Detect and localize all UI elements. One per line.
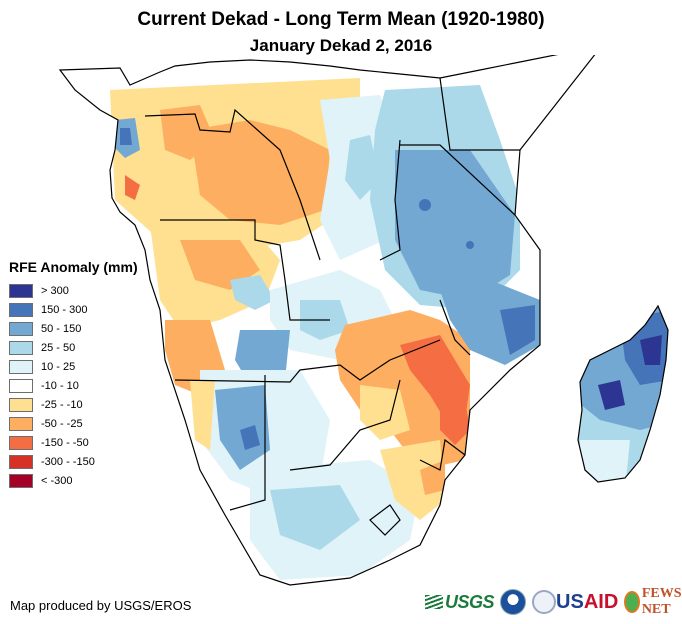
legend-title: RFE Anomaly (mm) <box>9 259 138 275</box>
madagascar-anomaly-layer <box>578 306 668 482</box>
legend-item: -10 - 10 <box>9 376 138 395</box>
legend-label: 10 - 25 <box>41 360 76 373</box>
legend-label: 50 - 150 <box>41 322 82 335</box>
legend-label: -50 - -25 <box>41 417 83 430</box>
legend-label: -25 - -10 <box>41 398 83 411</box>
country-borders <box>58 55 669 586</box>
legend-label: 150 - 300 <box>41 303 88 316</box>
legend-label: -150 - -50 <box>41 436 89 449</box>
legend-swatch <box>9 416 33 431</box>
usgs-logo-text: USGS <box>445 591 495 612</box>
usaid-prefix: US <box>556 590 584 613</box>
anomaly-map <box>58 55 669 586</box>
logo-bar: USGS USAID FEWS NET <box>425 586 682 618</box>
usaid-logo-text: USAID <box>556 591 618 614</box>
legend-label: < -300 <box>41 474 73 487</box>
legend: RFE Anomaly (mm) > 300 150 - 300 50 - 150 2… <box>9 259 138 490</box>
legend-item: -150 - -50 <box>9 433 138 452</box>
legend-item: < -300 <box>9 471 138 490</box>
legend-swatch <box>9 378 33 393</box>
usaid-suffix: AID <box>583 590 619 613</box>
legend-item: > 300 <box>9 281 138 300</box>
legend-label: > 300 <box>41 284 69 297</box>
legend-item: 25 - 50 <box>9 338 138 357</box>
legend-swatch <box>9 435 33 450</box>
legend-swatch <box>9 454 33 469</box>
usaid-logo: USAID <box>532 590 618 614</box>
legend-item: -25 - -10 <box>9 395 138 414</box>
usgs-wave-icon <box>425 595 443 609</box>
legend-swatch <box>9 321 33 336</box>
fewsnet-logo: FEWS NET <box>624 586 682 618</box>
fewsnet-globe-icon <box>624 591 640 613</box>
map-title: Current Dekad - Long Term Mean (1920-198… <box>137 9 545 30</box>
legend-item: -50 - -25 <box>9 414 138 433</box>
map-credit: Map produced by USGS/EROS <box>10 598 192 613</box>
legend-swatch <box>9 283 33 298</box>
legend-label: -10 - 10 <box>41 379 79 392</box>
usgs-logo: USGS <box>425 591 495 613</box>
mainland-anomaly-layer <box>60 55 600 585</box>
legend-item: 150 - 300 <box>9 300 138 319</box>
legend-label: -300 - -150 <box>41 455 95 468</box>
fewsnet-logo-text: FEWS NET <box>641 586 682 617</box>
legend-item: 50 - 150 <box>9 319 138 338</box>
legend-swatch <box>9 397 33 412</box>
legend-item: 10 - 25 <box>9 357 138 376</box>
legend-swatch <box>9 302 33 317</box>
noaa-emblem-icon <box>500 589 527 615</box>
map-subtitle: January Dekad 2, 2016 <box>249 36 433 55</box>
legend-swatch <box>9 473 33 488</box>
legend-label: 25 - 50 <box>41 341 76 354</box>
usaid-seal-icon <box>532 590 557 614</box>
legend-swatch <box>9 340 33 355</box>
legend-swatch <box>9 359 33 374</box>
noaa-logo <box>500 589 527 615</box>
legend-item: -300 - -150 <box>9 452 138 471</box>
